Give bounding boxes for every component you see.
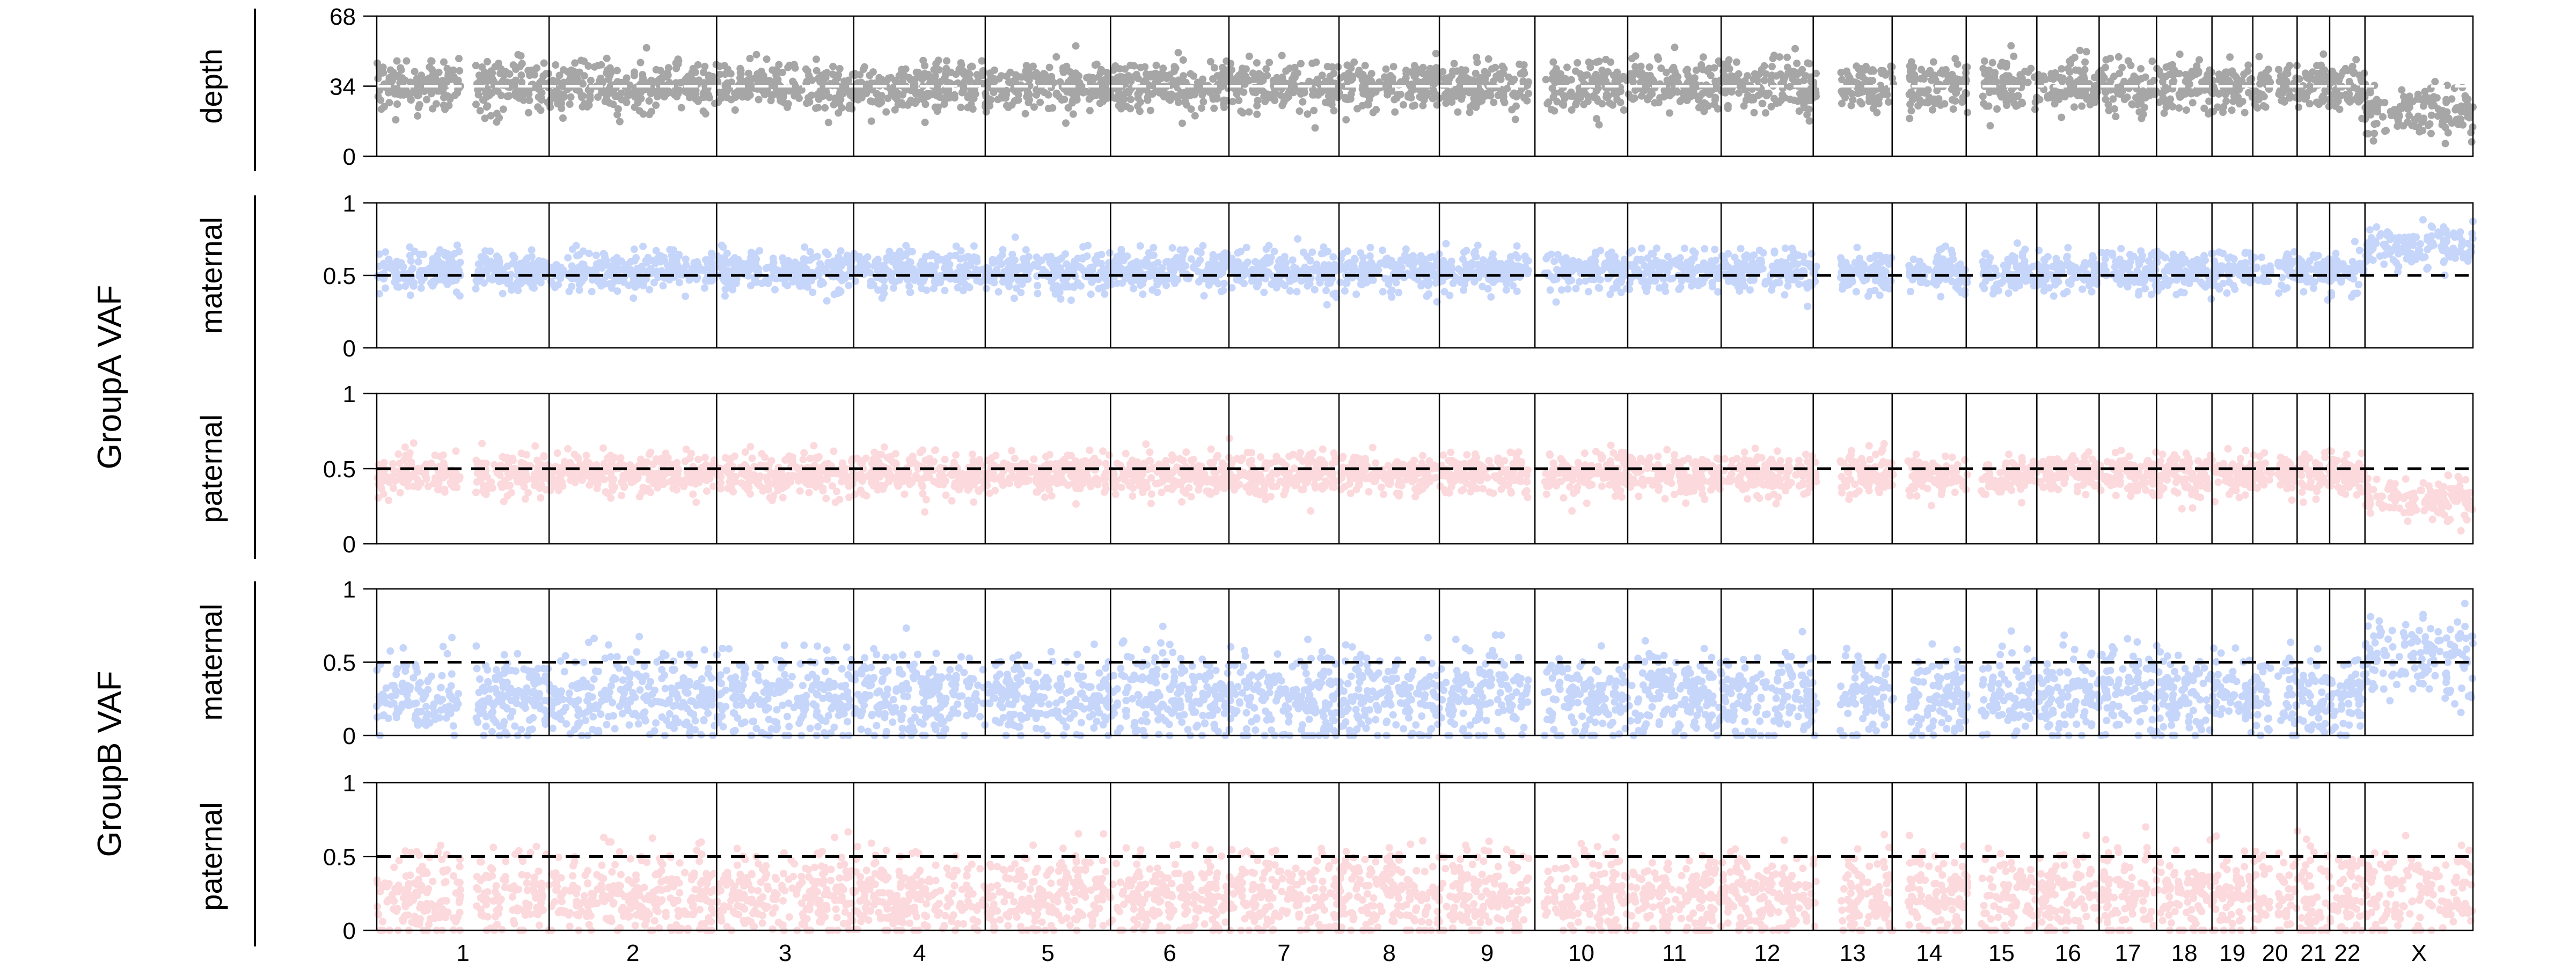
- y-axis-label-depth: depth: [194, 48, 228, 123]
- y-tick-label-depth: 0: [343, 144, 356, 170]
- x-tick-label-chr-10: 10: [1568, 940, 1594, 966]
- x-tick-label-chr-16: 16: [2055, 940, 2081, 966]
- y-tick-label-groupA-paternal: 1: [343, 381, 356, 407]
- x-tick-label-chr-1: 1: [456, 940, 469, 966]
- x-tick-label-chr-13: 13: [1840, 940, 1866, 966]
- y-tick-label-groupA-maternal: 0: [343, 336, 356, 362]
- y-tick-label-depth: 68: [330, 4, 356, 30]
- y-tick-label-groupB-maternal: 0.5: [323, 650, 356, 676]
- x-tick-label-chr-5: 5: [1041, 940, 1054, 966]
- series-points-groupB-maternal: [373, 600, 2477, 739]
- points-layer: [373, 42, 2477, 935]
- x-tick-label-chr-22: 22: [2334, 940, 2360, 966]
- series-points-groupB-paternal: [373, 823, 2476, 935]
- y-axis-label-groupA-paternal: paternal: [194, 414, 228, 523]
- axes-layer: 03468depth00.51maternal00.51paternal00.5…: [91, 4, 2474, 966]
- y-axis-label-groupB-paternal: paternal: [194, 802, 228, 910]
- y-tick-label-groupB-maternal: 1: [343, 577, 356, 603]
- y-tick-label-groupA-maternal: 0.5: [323, 263, 356, 289]
- y-tick-label-groupA-maternal: 1: [343, 191, 356, 217]
- x-tick-label-chr-20: 20: [2262, 940, 2288, 966]
- x-tick-label-chr-11: 11: [1662, 940, 1687, 966]
- x-tick-label-chr-2: 2: [626, 940, 639, 966]
- x-tick-label-chr-3: 3: [779, 940, 792, 966]
- x-tick-label-chr-8: 8: [1382, 940, 1395, 966]
- x-tick-label-chr-14: 14: [1916, 940, 1942, 966]
- y-tick-label-depth: 34: [330, 74, 356, 100]
- x-tick-label-chr-9: 9: [1481, 940, 1494, 966]
- x-tick-label-chr-21: 21: [2300, 940, 2326, 966]
- y-tick-label-groupB-paternal: 0.5: [323, 844, 356, 870]
- series-points-depth: [374, 42, 2477, 148]
- y-tick-label-groupA-paternal: 0.5: [323, 456, 356, 483]
- x-tick-label-chr-6: 6: [1163, 940, 1176, 966]
- x-tick-label-chr-15: 15: [1988, 940, 2015, 966]
- series-points-groupA-paternal: [374, 434, 2476, 535]
- x-tick-label-chr-7: 7: [1277, 940, 1290, 966]
- y-tick-label-groupA-paternal: 0: [343, 531, 356, 558]
- x-tick-label-chr-18: 18: [2171, 940, 2198, 966]
- x-tick-label-chr-17: 17: [2114, 940, 2141, 966]
- y-tick-label-groupB-paternal: 1: [343, 770, 356, 797]
- y-axis-label-groupB-maternal: maternal: [194, 604, 228, 721]
- y-tick-label-groupB-maternal: 0: [343, 723, 356, 749]
- group-label: GroupB VAF: [91, 671, 128, 857]
- x-tick-label-chr-19: 19: [2219, 940, 2245, 966]
- group-label: GroupA VAF: [91, 285, 128, 469]
- series-points-groupA-maternal: [374, 216, 2477, 310]
- y-axis-label-groupA-maternal: maternal: [194, 217, 228, 334]
- x-tick-label-chr-4: 4: [913, 940, 926, 966]
- x-tick-label-chr-X: X: [2411, 940, 2427, 966]
- x-tick-label-chr-12: 12: [1754, 940, 1780, 966]
- y-tick-label-groupB-paternal: 0: [343, 918, 356, 944]
